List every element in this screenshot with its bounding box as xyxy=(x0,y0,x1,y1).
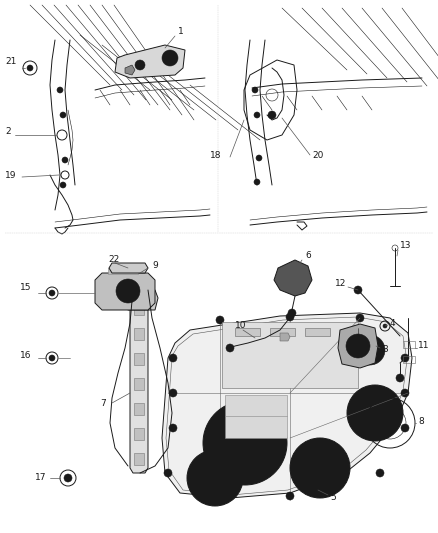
Circle shape xyxy=(362,342,378,358)
Text: 13: 13 xyxy=(400,241,411,251)
Text: 4: 4 xyxy=(390,319,396,327)
Circle shape xyxy=(254,179,260,185)
Circle shape xyxy=(352,340,364,352)
Circle shape xyxy=(162,50,178,66)
Text: 18: 18 xyxy=(210,150,222,159)
Circle shape xyxy=(49,290,55,296)
Polygon shape xyxy=(125,65,135,75)
Circle shape xyxy=(356,314,364,322)
Polygon shape xyxy=(109,263,148,273)
Polygon shape xyxy=(134,328,144,340)
Text: 5: 5 xyxy=(330,494,336,503)
Polygon shape xyxy=(134,428,144,440)
Circle shape xyxy=(235,433,255,453)
Polygon shape xyxy=(130,290,148,473)
Text: 11: 11 xyxy=(418,342,430,351)
Circle shape xyxy=(60,182,66,188)
Polygon shape xyxy=(134,453,144,465)
Circle shape xyxy=(346,334,370,358)
Polygon shape xyxy=(225,395,287,438)
Text: 9: 9 xyxy=(152,262,158,271)
Text: 20: 20 xyxy=(312,150,323,159)
Circle shape xyxy=(169,354,177,362)
Circle shape xyxy=(286,492,294,500)
Circle shape xyxy=(401,424,409,432)
Circle shape xyxy=(396,374,404,382)
Circle shape xyxy=(288,309,296,317)
Polygon shape xyxy=(274,260,312,296)
Circle shape xyxy=(215,413,275,473)
Text: 12: 12 xyxy=(335,279,346,287)
Circle shape xyxy=(256,155,262,161)
Circle shape xyxy=(66,476,70,480)
Circle shape xyxy=(116,279,140,303)
Polygon shape xyxy=(235,328,260,336)
Circle shape xyxy=(355,335,385,365)
Polygon shape xyxy=(134,378,144,390)
Circle shape xyxy=(57,87,63,93)
Text: 2: 2 xyxy=(5,127,11,136)
Text: 15: 15 xyxy=(20,284,32,293)
Circle shape xyxy=(401,389,409,397)
Polygon shape xyxy=(125,290,158,310)
Text: 17: 17 xyxy=(35,473,46,482)
Text: 19: 19 xyxy=(5,171,17,180)
Text: 6: 6 xyxy=(305,252,311,261)
Circle shape xyxy=(164,469,172,477)
Polygon shape xyxy=(134,403,144,415)
Text: 21: 21 xyxy=(5,58,16,67)
Circle shape xyxy=(268,111,276,119)
Polygon shape xyxy=(270,328,295,336)
Text: 1: 1 xyxy=(178,28,184,36)
Polygon shape xyxy=(338,324,378,368)
Circle shape xyxy=(216,316,224,324)
Text: 8: 8 xyxy=(418,416,424,425)
Circle shape xyxy=(203,401,287,485)
Text: 16: 16 xyxy=(20,351,32,360)
Polygon shape xyxy=(280,333,290,341)
Polygon shape xyxy=(134,303,144,315)
Polygon shape xyxy=(222,322,358,388)
Text: 7: 7 xyxy=(100,399,106,408)
Circle shape xyxy=(27,65,33,71)
Circle shape xyxy=(226,344,234,352)
Circle shape xyxy=(383,324,387,328)
Polygon shape xyxy=(134,353,144,365)
Circle shape xyxy=(286,313,294,321)
Circle shape xyxy=(62,157,68,163)
Text: 22: 22 xyxy=(108,255,119,264)
Text: 3: 3 xyxy=(382,345,388,354)
Circle shape xyxy=(376,469,384,477)
Circle shape xyxy=(49,355,55,361)
Circle shape xyxy=(169,389,177,397)
Circle shape xyxy=(135,60,145,70)
Circle shape xyxy=(60,112,66,118)
Circle shape xyxy=(252,87,258,93)
Circle shape xyxy=(401,354,409,362)
Circle shape xyxy=(169,424,177,432)
Circle shape xyxy=(187,450,243,506)
Polygon shape xyxy=(115,45,185,78)
Polygon shape xyxy=(305,328,330,336)
Circle shape xyxy=(196,491,204,499)
Text: 10: 10 xyxy=(235,321,247,330)
Circle shape xyxy=(64,474,72,482)
Circle shape xyxy=(290,438,350,498)
Circle shape xyxy=(347,385,403,441)
Polygon shape xyxy=(108,268,138,274)
Polygon shape xyxy=(95,273,155,310)
Polygon shape xyxy=(162,313,412,498)
Circle shape xyxy=(254,112,260,118)
Circle shape xyxy=(300,448,340,488)
Circle shape xyxy=(354,286,362,294)
